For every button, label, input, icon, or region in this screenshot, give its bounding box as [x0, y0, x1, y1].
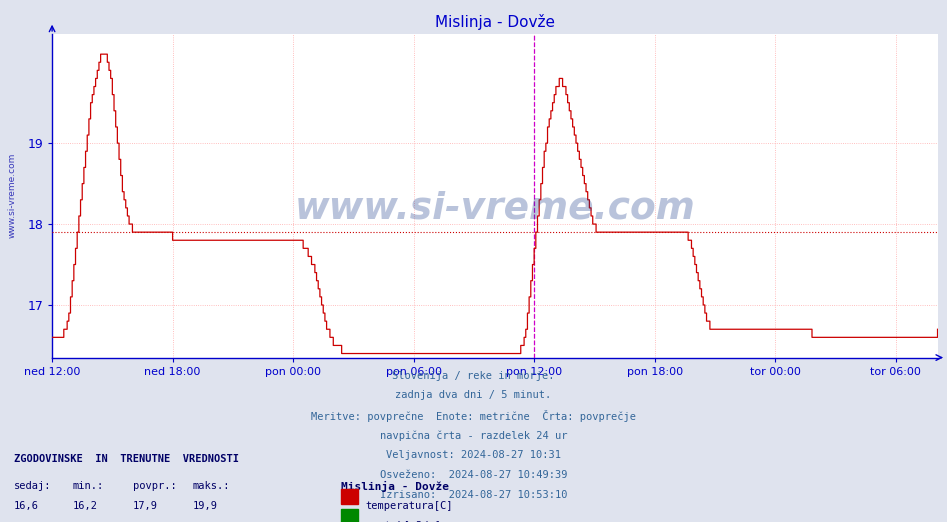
Text: 17,9: 17,9 — [133, 501, 157, 511]
Text: -nan: -nan — [73, 521, 98, 522]
Text: navpična črta - razdelek 24 ur: navpična črta - razdelek 24 ur — [380, 430, 567, 441]
Text: ZGODOVINSKE  IN  TRENUTNE  VREDNOSTI: ZGODOVINSKE IN TRENUTNE VREDNOSTI — [14, 454, 240, 464]
Text: Izrisano:  2024-08-27 10:53:10: Izrisano: 2024-08-27 10:53:10 — [380, 490, 567, 500]
Text: Meritve: povprečne  Enote: metrične  Črta: povprečje: Meritve: povprečne Enote: metrične Črta:… — [311, 410, 636, 422]
Text: pretok[m3/s]: pretok[m3/s] — [366, 521, 440, 522]
Text: Osveženo:  2024-08-27 10:49:39: Osveženo: 2024-08-27 10:49:39 — [380, 470, 567, 480]
Text: povpr.:: povpr.: — [133, 481, 176, 491]
Text: Mislinja - Dovže: Mislinja - Dovže — [341, 481, 449, 492]
Text: www.si-vreme.com: www.si-vreme.com — [295, 191, 695, 227]
Text: temperatura[C]: temperatura[C] — [366, 501, 453, 511]
Text: -nan: -nan — [192, 521, 217, 522]
Text: min.:: min.: — [73, 481, 104, 491]
Text: Slovenija / reke in morje.: Slovenija / reke in morje. — [392, 371, 555, 381]
Text: zadnja dva dni / 5 minut.: zadnja dva dni / 5 minut. — [396, 390, 551, 400]
Text: 16,6: 16,6 — [14, 501, 39, 511]
Text: 19,9: 19,9 — [192, 501, 217, 511]
Text: www.si-vreme.com: www.si-vreme.com — [8, 153, 17, 239]
Text: -nan: -nan — [133, 521, 157, 522]
Title: Mislinja - Dovže: Mislinja - Dovže — [435, 14, 555, 30]
Text: maks.:: maks.: — [192, 481, 230, 491]
Text: 16,2: 16,2 — [73, 501, 98, 511]
Text: Veljavnost: 2024-08-27 10:31: Veljavnost: 2024-08-27 10:31 — [386, 450, 561, 460]
Text: -nan: -nan — [14, 521, 39, 522]
Text: sedaj:: sedaj: — [14, 481, 52, 491]
